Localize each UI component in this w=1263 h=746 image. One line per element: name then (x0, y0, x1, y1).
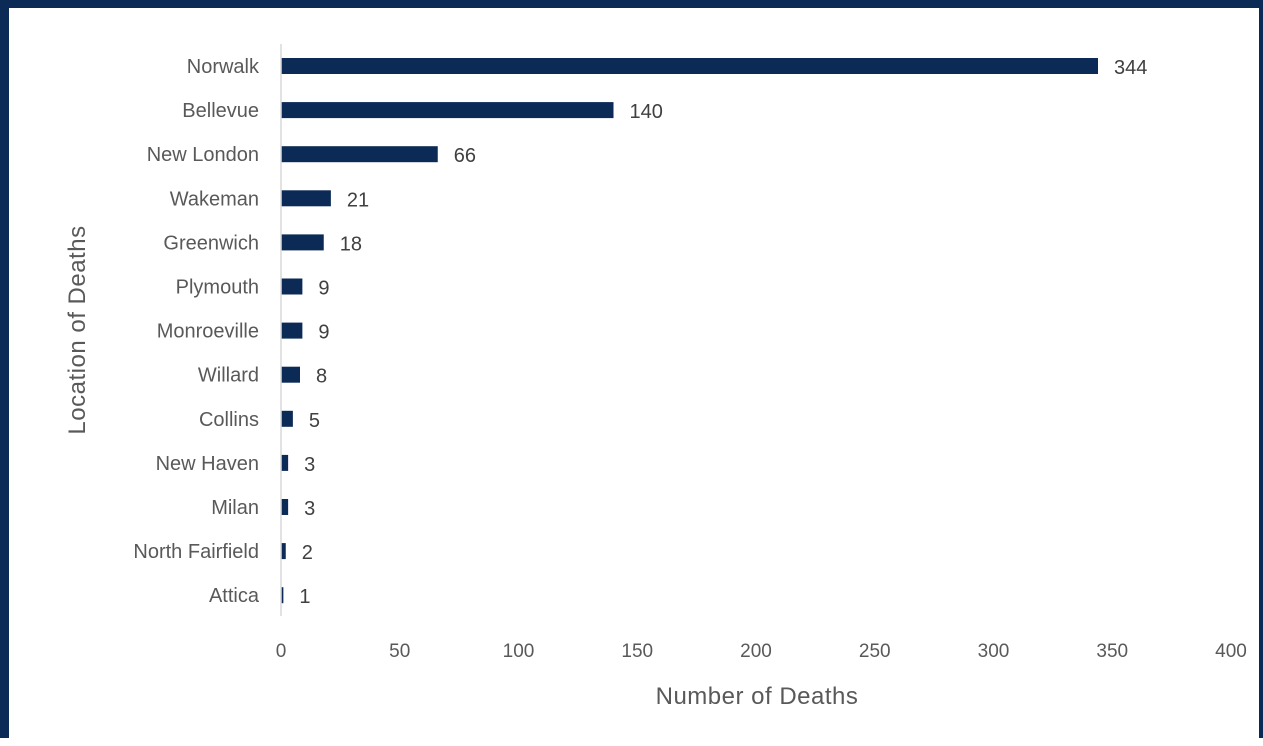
bar-bellevue (281, 102, 614, 119)
bar-willard (281, 366, 300, 383)
category-label-norwalk: Norwalk (187, 56, 260, 78)
category-label-bellevue: Bellevue (182, 100, 259, 122)
bar-norwalk (281, 58, 1098, 74)
data-label-milan: 3 (304, 498, 315, 520)
labels-layer: Norwalk 344 Bellevue 140 New London 66 Wakeman… (133, 56, 1147, 608)
data-label-plymouth: 9 (318, 278, 329, 300)
category-label-greenwich: Greenwich (163, 232, 259, 254)
bar-north-fairfield (281, 543, 286, 560)
data-label-new-haven: 3 (304, 454, 315, 476)
category-label-willard: Willard (198, 365, 259, 387)
bar-wakeman (281, 190, 331, 207)
bar-milan (281, 499, 289, 515)
category-label-new-london: New London (147, 144, 259, 166)
x-tick-label-400: 400 (1215, 641, 1247, 662)
category-label-collins: Collins (199, 409, 259, 431)
bar-new-london (281, 146, 438, 163)
data-label-north-fairfield: 2 (302, 542, 313, 564)
bars-layer (281, 58, 1098, 604)
category-label-new-haven: New Haven (156, 453, 259, 475)
x-tick-label-150: 150 (621, 641, 653, 662)
x-tick-label-100: 100 (503, 641, 535, 662)
bar-attica (281, 587, 284, 604)
x-axis-title: Number of Deaths (656, 683, 859, 710)
data-label-attica: 1 (299, 586, 310, 608)
data-label-greenwich: 18 (340, 233, 362, 255)
x-tick-label-250: 250 (859, 641, 891, 662)
x-tick-label-50: 50 (389, 641, 410, 662)
y-axis-title: Location of Deaths (64, 225, 91, 434)
bar-greenwich (281, 234, 324, 251)
x-axis-ticks: 0 50 100 150 200 250 300 350 400 (276, 641, 1247, 662)
data-label-bellevue: 140 (630, 101, 663, 123)
x-tick-label-300: 300 (978, 641, 1010, 662)
data-label-wakeman: 21 (347, 189, 369, 211)
data-label-willard: 8 (316, 366, 327, 388)
data-label-norwalk: 344 (1114, 57, 1147, 79)
category-label-wakeman: Wakeman (170, 188, 259, 210)
category-label-milan: Milan (211, 497, 259, 519)
data-label-collins: 5 (309, 410, 320, 432)
bar-chart: Norwalk 344 Bellevue 140 New London 66 Wakeman… (64, 44, 1247, 710)
bar-monroeville (281, 322, 303, 339)
x-tick-label-200: 200 (740, 641, 772, 662)
bar-new-haven (281, 454, 289, 471)
category-label-monroeville: Monroeville (157, 321, 259, 343)
data-label-monroeville: 9 (318, 322, 329, 344)
bar-plymouth (281, 278, 303, 295)
data-label-new-london: 66 (454, 145, 476, 167)
bar-collins (281, 410, 293, 427)
category-label-north-fairfield: North Fairfield (133, 541, 259, 563)
category-label-attica: Attica (209, 585, 260, 607)
x-tick-label-0: 0 (276, 641, 287, 662)
x-tick-label-350: 350 (1096, 641, 1128, 662)
category-label-plymouth: Plymouth (176, 277, 259, 299)
